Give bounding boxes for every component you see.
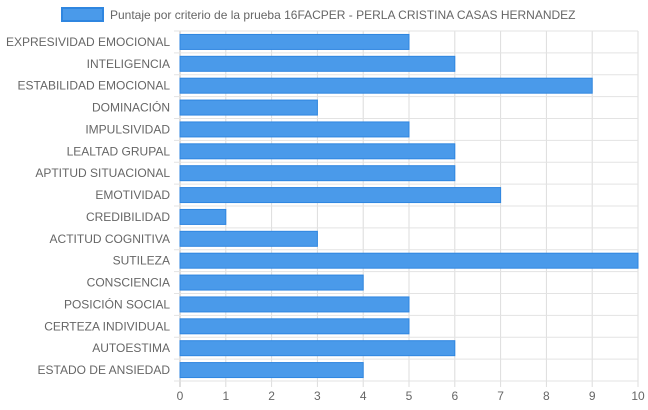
category-label: APTITUD SITUACIONAL bbox=[35, 166, 170, 180]
bar[interactable] bbox=[179, 274, 364, 291]
bar[interactable] bbox=[179, 362, 364, 379]
bar[interactable] bbox=[179, 143, 456, 160]
tick-label: 8 bbox=[543, 389, 550, 403]
tick-label: 4 bbox=[360, 389, 367, 403]
category-axis: EXPRESIVIDAD EMOCIONAL INTELIGENCIA ESTABI… bbox=[6, 35, 170, 377]
category-label: IMPULSIVIDAD bbox=[85, 122, 170, 136]
bar[interactable] bbox=[179, 296, 410, 313]
bar[interactable] bbox=[179, 340, 456, 357]
category-label: LEALTAD GRUPAL bbox=[67, 144, 171, 158]
category-label: SUTILEZA bbox=[113, 254, 170, 268]
tick-label: 0 bbox=[177, 389, 184, 403]
category-label: EXPRESIVIDAD EMOCIONAL bbox=[6, 35, 170, 49]
bar[interactable] bbox=[179, 55, 456, 72]
tick-label: 9 bbox=[589, 389, 596, 403]
category-label: INTELIGENCIA bbox=[87, 57, 170, 71]
tick-label: 7 bbox=[497, 389, 504, 403]
bar[interactable] bbox=[179, 121, 410, 138]
legend-swatch bbox=[61, 7, 104, 22]
category-label: ESTABILIDAD EMOCIONAL bbox=[18, 79, 171, 93]
bar[interactable] bbox=[179, 165, 456, 182]
bar[interactable] bbox=[179, 33, 410, 50]
tick-label: 6 bbox=[451, 389, 458, 403]
chart-legend[interactable]: Puntaje por criterio de la prueba 16FACP… bbox=[61, 7, 576, 22]
category-label: POSICIÓN SOCIAL bbox=[64, 296, 170, 311]
bar[interactable] bbox=[179, 318, 410, 335]
tick-label: 2 bbox=[268, 389, 275, 403]
bar[interactable] bbox=[179, 252, 639, 269]
category-label: ESTADO DE ANSIEDAD bbox=[38, 363, 171, 377]
category-label: ACTITUD COGNITIVA bbox=[50, 232, 170, 246]
tick-label: 3 bbox=[314, 389, 321, 403]
tick-label: 5 bbox=[406, 389, 413, 403]
tick-label: 1 bbox=[222, 389, 229, 403]
legend-label: Puntaje por criterio de la prueba 16FACP… bbox=[110, 8, 576, 22]
bar[interactable] bbox=[179, 77, 593, 94]
bar[interactable] bbox=[179, 99, 318, 116]
value-axis: 0 1 2 3 4 5 6 7 8 9 10 bbox=[177, 389, 645, 403]
category-label: DOMINACIÓN bbox=[92, 100, 170, 115]
tick-label: 10 bbox=[631, 389, 645, 403]
category-label: EMOTIVIDAD bbox=[95, 188, 170, 202]
bar[interactable] bbox=[179, 230, 318, 247]
category-label: CREDIBILIDAD bbox=[86, 210, 170, 224]
category-label: AUTOESTIMA bbox=[92, 341, 170, 355]
category-label: CERTEZA INDIVIDUAL bbox=[44, 319, 170, 333]
chart-bars bbox=[179, 33, 639, 379]
category-label: CONSCIENCIA bbox=[87, 276, 170, 290]
bar[interactable] bbox=[179, 208, 227, 225]
bar[interactable] bbox=[179, 187, 502, 204]
